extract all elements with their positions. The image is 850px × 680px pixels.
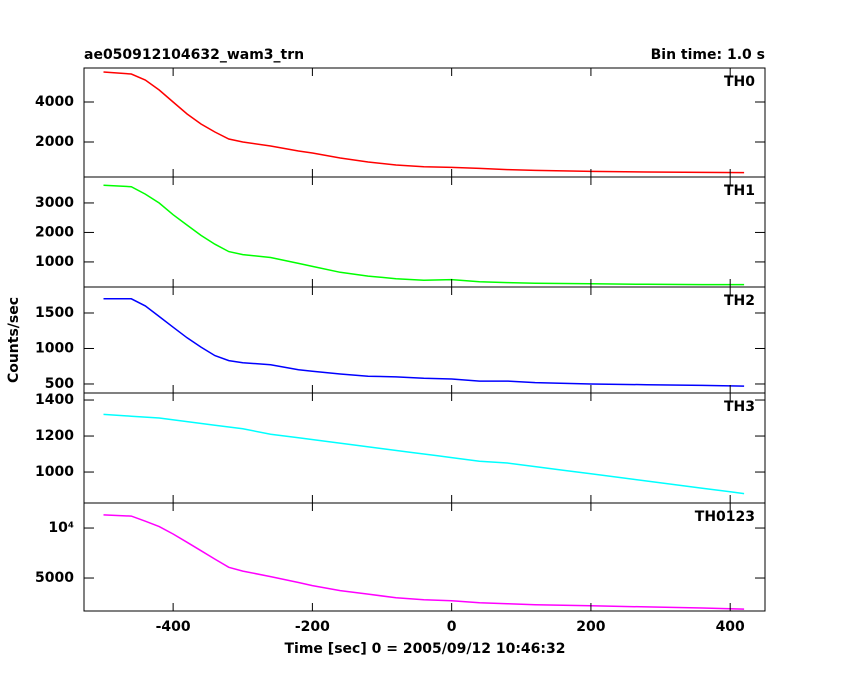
panel-frame: [83, 286, 766, 394]
light-curve: [103, 298, 745, 387]
x-axis-label: Time [sec] 0 = 2005/09/12 10:46:32: [285, 641, 566, 657]
y-tick-label: 3000: [35, 195, 74, 211]
light-curve: [103, 413, 745, 495]
panel-label: TH1: [724, 183, 755, 199]
y-tick-label: 5000: [35, 570, 74, 586]
light-curve: [103, 71, 745, 174]
y-tick-label: 1000: [35, 464, 74, 480]
chart-title: ae050912104632_wam3_trn: [84, 47, 304, 63]
y-tick-label: 2000: [35, 224, 74, 240]
y-tick-label: 10⁴: [48, 520, 74, 536]
y-tick-label: 500: [45, 376, 74, 392]
x-tick-label: 400: [716, 619, 745, 635]
y-tick-label: 1000: [35, 254, 74, 270]
y-tick-label: 1000: [35, 340, 74, 356]
x-tick-label: 200: [576, 619, 605, 635]
panel-frame: [83, 392, 766, 504]
x-tick-label: -200: [295, 619, 330, 635]
light-curve: [103, 184, 745, 286]
panel-frame: [83, 176, 766, 288]
panel-label: TH0123: [695, 509, 755, 525]
y-tick-label: 4000: [35, 94, 74, 110]
y-tick-label: 1400: [35, 392, 74, 408]
panel-label: TH2: [724, 293, 755, 309]
panel-frame: [83, 502, 766, 612]
light-curve: [103, 514, 745, 610]
y-tick-label: 2000: [35, 134, 74, 150]
x-tick-label: -400: [156, 619, 191, 635]
panel-label: TH0: [724, 74, 755, 90]
x-tick-label: 0: [447, 619, 457, 635]
y-tick-label: 1500: [35, 305, 74, 321]
bin-time: Bin time: 1.0 s: [651, 47, 765, 63]
y-tick-label: 1200: [35, 428, 74, 444]
panel-frame: [83, 67, 766, 178]
panel-label: TH3: [724, 399, 755, 415]
y-axis-label: Counts/sec: [6, 297, 22, 383]
